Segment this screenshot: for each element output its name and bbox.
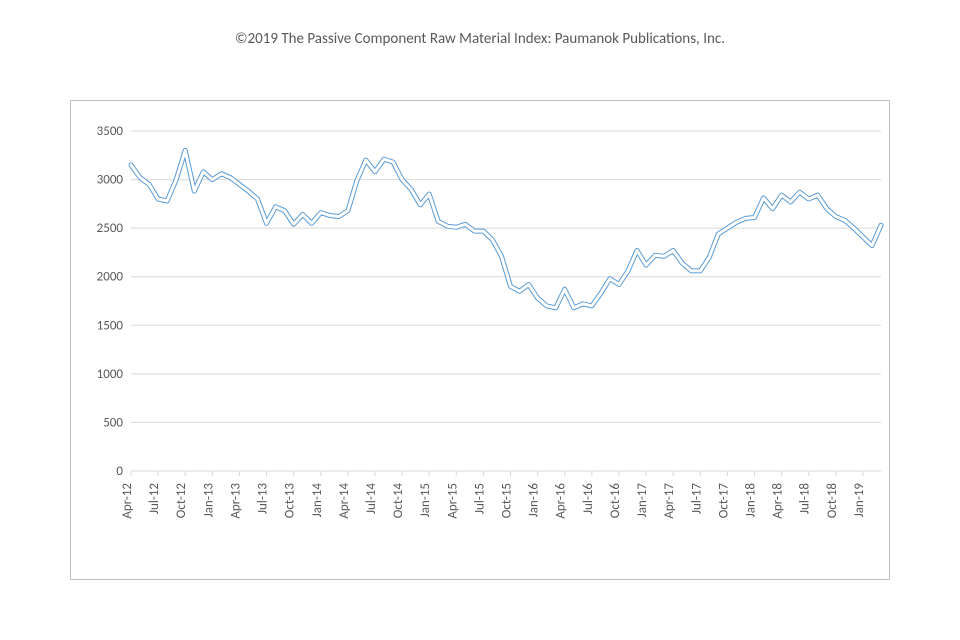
svg-text:Oct-16: Oct-16 [608,483,623,519]
svg-text:1000: 1000 [97,367,124,382]
svg-text:Oct-18: Oct-18 [825,483,840,519]
svg-text:Jan-14: Jan-14 [310,483,325,518]
svg-text:Jan-15: Jan-15 [418,483,433,517]
svg-text:Jul-16: Jul-16 [581,483,596,515]
svg-text:Apr-12: Apr-12 [120,483,135,519]
svg-text:Apr-18: Apr-18 [771,483,786,519]
svg-text:3000: 3000 [97,173,124,188]
svg-text:Jul-14: Jul-14 [364,483,379,515]
svg-text:Apr-16: Apr-16 [554,483,569,519]
chart-title: ©2019 The Passive Component Raw Material… [0,30,960,48]
svg-text:Jan-16: Jan-16 [527,483,542,518]
svg-text:Apr-15: Apr-15 [445,483,460,519]
svg-text:Jul-12: Jul-12 [147,483,162,515]
svg-text:Oct-12: Oct-12 [174,483,189,519]
svg-text:Jan-19: Jan-19 [852,483,867,518]
svg-text:Oct-14: Oct-14 [391,483,406,519]
svg-text:Jan-17: Jan-17 [635,483,650,518]
svg-text:2000: 2000 [97,270,124,285]
svg-text:Oct-15: Oct-15 [500,483,515,518]
svg-text:3500: 3500 [97,124,124,139]
svg-text:Jul-18: Jul-18 [798,483,813,515]
page: ©2019 The Passive Component Raw Material… [0,0,960,640]
svg-text:Oct-13: Oct-13 [283,483,298,519]
svg-text:Jan-13: Jan-13 [201,483,216,518]
svg-text:Jul-17: Jul-17 [689,483,704,515]
svg-text:2500: 2500 [97,221,124,236]
chart-container: 0 500 1000 1500 2000 2500 3000 3500 Apr-12 Jul-12… [70,100,890,580]
svg-text:Apr-14: Apr-14 [337,483,352,519]
svg-text:Jan-18: Jan-18 [743,483,758,518]
svg-text:Apr-13: Apr-13 [228,483,243,519]
svg-text:Jul-15: Jul-15 [472,483,487,514]
line-chart: 0 500 1000 1500 2000 2500 3000 3500 Apr-12 Jul-12… [71,101,891,581]
svg-text:Apr-17: Apr-17 [662,483,677,519]
svg-text:Jul-13: Jul-13 [256,483,271,515]
svg-text:Oct-17: Oct-17 [716,483,731,519]
svg-text:1500: 1500 [97,318,124,333]
svg-text:500: 500 [103,415,123,430]
svg-text:0: 0 [116,464,123,479]
